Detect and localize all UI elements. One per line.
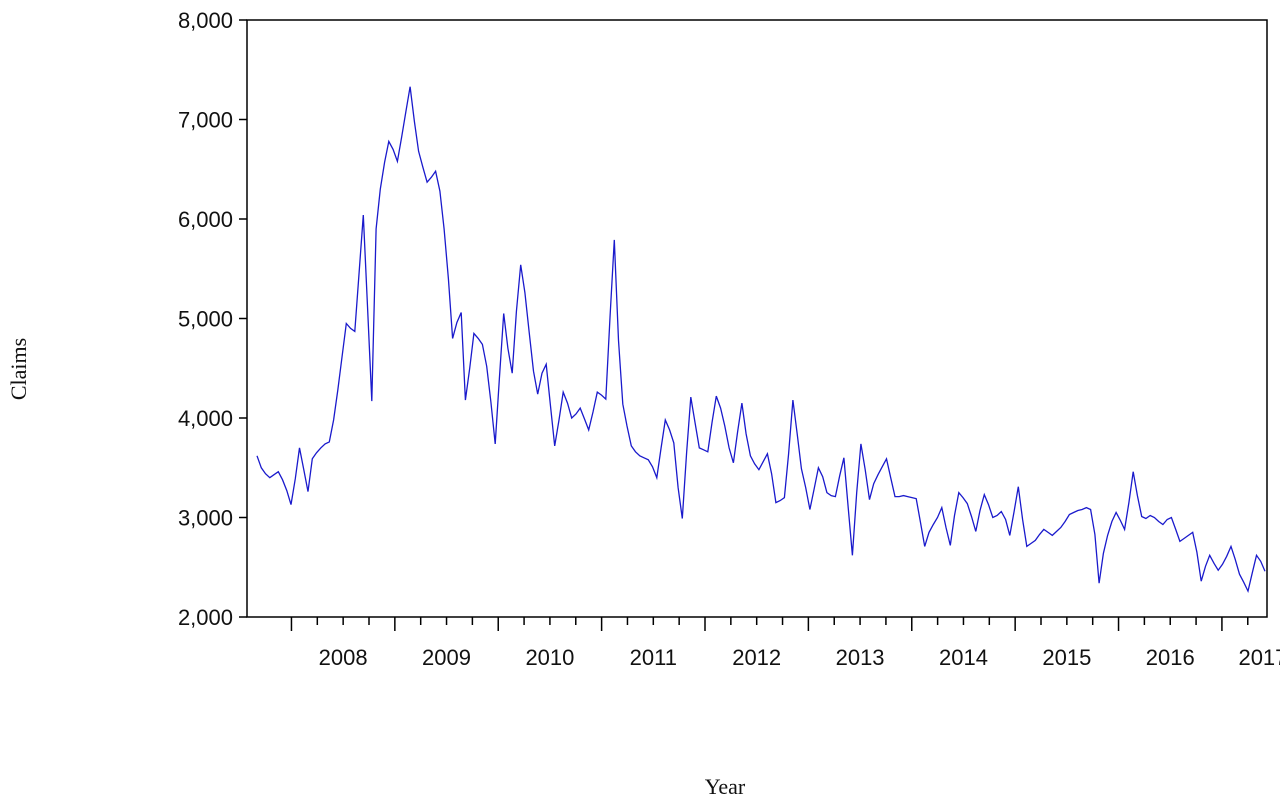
x-axis: 2008 2009 2010 2011 2012 2013 2014 2015 2016 2017 <box>291 617 1280 670</box>
x-tick-label: 2009 <box>422 645 471 670</box>
y-tick-label: 8,000 <box>178 8 233 33</box>
y-tick-label: 4,000 <box>178 406 233 431</box>
x-tick-label: 2008 <box>319 645 368 670</box>
plot-frame <box>247 20 1267 617</box>
y-axis-title: Claims <box>6 338 31 400</box>
x-tick-label: 2015 <box>1042 645 1091 670</box>
y-axis: 2,000 3,000 4,000 5,000 6,000 7,000 8,000 <box>178 8 247 630</box>
claims-series-line <box>257 87 1265 591</box>
y-tick-label: 5,000 <box>178 307 233 332</box>
x-tick-label: 2013 <box>836 645 885 670</box>
x-tick-label: 2016 <box>1146 645 1195 670</box>
y-tick-label: 2,000 <box>178 605 233 630</box>
x-tick-label: 2017 <box>1238 645 1280 670</box>
x-axis-title: Year <box>705 774 746 799</box>
x-tick-label: 2011 <box>630 645 677 670</box>
x-tick-label: 2014 <box>939 645 988 670</box>
y-tick-label: 3,000 <box>178 506 233 531</box>
x-tick-label: 2012 <box>732 645 781 670</box>
y-tick-label: 6,000 <box>178 207 233 232</box>
y-tick-label: 7,000 <box>178 108 233 133</box>
x-tick-label: 2010 <box>525 645 574 670</box>
